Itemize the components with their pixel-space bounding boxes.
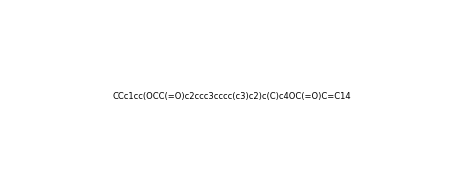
Text: CCc1cc(OCC(=O)c2ccc3cccc(c3)c2)c(C)c4OC(=O)C=C14: CCc1cc(OCC(=O)c2ccc3cccc(c3)c2)c(C)c4OC(… bbox=[112, 92, 351, 100]
